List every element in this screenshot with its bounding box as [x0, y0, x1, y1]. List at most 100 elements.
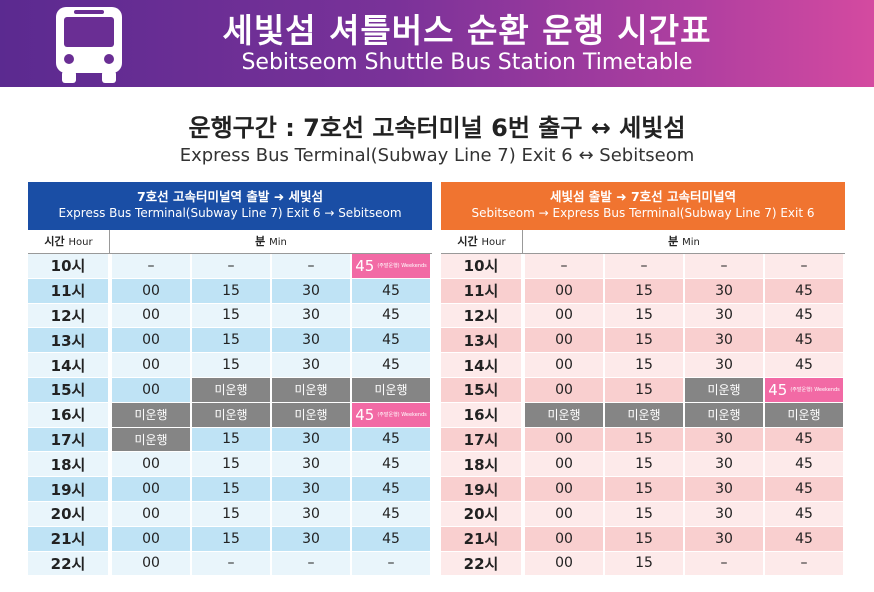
minute-value: 45 [795, 332, 813, 349]
departure-cell: 00 [525, 353, 603, 377]
minute-value: 00 [555, 357, 573, 374]
page-subtitle: Sebitseom Shuttle Bus Station Timetable [241, 50, 693, 75]
departure-cell: 00 [112, 303, 190, 328]
departure-cell: 30 [272, 353, 350, 377]
hour-cell: 15시 [28, 377, 108, 402]
table-row: 13시 00 15 30 45 [28, 328, 432, 353]
not-operating-cell: 미운행 [605, 402, 683, 427]
minute-value: 45 [382, 505, 400, 522]
table-row: 17시 미운행 15 30 45 [28, 427, 432, 453]
hour-cell: 16시 [441, 402, 521, 427]
departure-cell: 00 [525, 526, 603, 551]
minute-value: 45 [355, 405, 375, 424]
table-row: 12시 00 15 30 45 [441, 303, 845, 329]
minute-value: 15 [635, 332, 653, 349]
table-row: 18시 00 15 30 45 [28, 452, 432, 477]
minute-value: 00 [142, 555, 160, 572]
minute-value: 30 [302, 456, 320, 473]
table-row: 21시 00 15 30 45 [28, 526, 432, 552]
hour-cell: 20시 [28, 501, 108, 526]
departure-cell: 45 [765, 427, 843, 452]
table-row: 21시 00 15 30 45 [441, 526, 845, 552]
minute-value: 15 [222, 431, 240, 448]
minute-value: 00 [555, 481, 573, 498]
minute-value: 00 [555, 505, 573, 522]
minute-value: 15 [222, 481, 240, 498]
departure-cell: 00 [112, 501, 190, 526]
departure-cell: 15 [605, 477, 683, 501]
departure-cell: 00 [525, 551, 603, 576]
departure-cell: 45 [765, 452, 843, 477]
hour-cell: 14시 [441, 353, 521, 377]
departure-cell: – [272, 254, 350, 278]
table-body: 10시 – – – – 11시 00 15 30 45 12시 00 15 30 45 13시 00 15 30 45… [441, 254, 845, 576]
minute-value: 00 [555, 555, 573, 572]
minute-value: 00 [555, 282, 573, 299]
minute-value: – [720, 257, 728, 274]
minute-value: 미운행 [707, 383, 741, 398]
departure-cell: 15 [605, 526, 683, 551]
minute-value: 45 [795, 530, 813, 547]
minute-value: 45 [795, 505, 813, 522]
departure-cell: 00 [112, 328, 190, 353]
hour-label-en: Hour [481, 237, 506, 248]
departure-cell: 15 [192, 278, 270, 303]
hour-cell: 12시 [441, 303, 521, 328]
departure-cell: 45 [765, 328, 843, 353]
departure-cell: 00 [112, 377, 190, 402]
departure-cell: 00 [112, 278, 190, 303]
minute-value: 45 [795, 456, 813, 473]
departure-cell: 00 [112, 353, 190, 377]
hour-cell: 11시 [441, 278, 521, 303]
weekend-departure-cell: 45 (주말운행) Weekends [352, 402, 430, 427]
weekend-tag: (주말운행) Weekends [377, 262, 427, 269]
table-row: 16시 미운행 미운행 미운행 45 (주말운행) Weekends [28, 402, 432, 428]
departure-cell: 00 [525, 377, 603, 402]
departure-cell: 00 [112, 452, 190, 477]
not-operating-cell: 미운행 [272, 377, 350, 402]
departure-cell: 45 [765, 278, 843, 303]
not-operating-cell: 미운행 [352, 377, 430, 402]
departure-cell: 30 [685, 501, 763, 526]
departure-cell: 00 [525, 303, 603, 328]
table-row: 14시 00 15 30 45 [441, 353, 845, 378]
departure-cell: 15 [192, 526, 270, 551]
departure-cell: 45 [765, 303, 843, 328]
minute-value: 15 [635, 307, 653, 324]
hour-cell: 19시 [441, 477, 521, 501]
departure-cell: 30 [685, 353, 763, 377]
minute-value: 미운행 [214, 383, 248, 398]
departure-cell: 15 [192, 452, 270, 477]
minute-value: 30 [302, 332, 320, 349]
departure-cell: 30 [685, 328, 763, 353]
departure-cell: 30 [685, 303, 763, 328]
departure-cell: 30 [272, 526, 350, 551]
departure-cell: 00 [525, 477, 603, 501]
hour-cell: 20시 [441, 501, 521, 526]
minute-value: 미운행 [374, 383, 408, 398]
minute-value: 15 [222, 505, 240, 522]
hour-cell: 22시 [441, 551, 521, 576]
hour-cell: 17시 [441, 427, 521, 452]
minute-value: 30 [715, 505, 733, 522]
timetable-to-terminal: 세빛섬 출발 ➜ 7호선 고속터미널역 Sebitseom → Express … [441, 182, 845, 576]
minute-value: 45 [795, 282, 813, 299]
departure-cell: 30 [272, 278, 350, 303]
minute-value: – [307, 257, 315, 274]
minute-value: 45 [382, 431, 400, 448]
hour-cell: 18시 [28, 452, 108, 477]
not-operating-cell: 미운행 [112, 427, 190, 452]
minute-value: 30 [302, 431, 320, 448]
minute-value: 15 [635, 431, 653, 448]
minute-value: 미운행 [294, 408, 328, 423]
min-label: 분 [255, 235, 266, 248]
departure-cell: 30 [685, 452, 763, 477]
table-row: 12시 00 15 30 45 [28, 303, 432, 329]
minute-value: 15 [635, 505, 653, 522]
minute-value: 00 [142, 481, 160, 498]
minute-value: 45 [382, 481, 400, 498]
minute-value: 15 [635, 282, 653, 299]
minute-value: – [147, 257, 155, 274]
minute-value: 45 [382, 530, 400, 547]
weekend-departure-cell: 45 (주말운행) Weekends [352, 254, 430, 278]
